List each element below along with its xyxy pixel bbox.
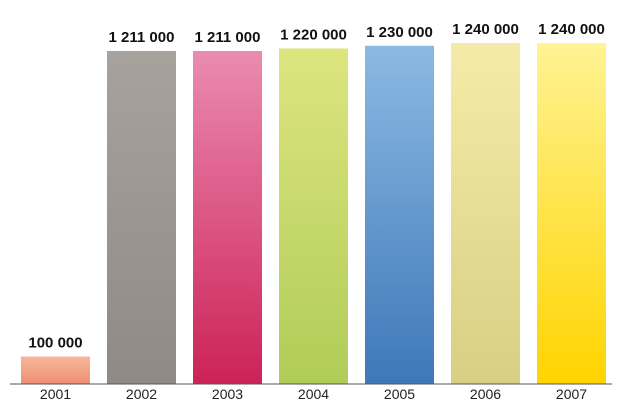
bar-2003 — [193, 50, 262, 384]
x-tick-label-2004: 2004 — [298, 386, 329, 402]
value-label-2002: 1 211 000 — [109, 29, 175, 46]
bar-2004 — [279, 48, 348, 384]
bar-2007 — [537, 43, 606, 384]
x-tick-label-2005: 2005 — [384, 386, 415, 402]
x-tick-label-2002: 2002 — [126, 386, 157, 402]
value-label-2005: 1 230 000 — [366, 24, 433, 41]
value-label-2001: 100 000 — [28, 335, 82, 352]
x-tick-label-2007: 2007 — [556, 386, 587, 402]
bar-2002 — [107, 50, 176, 384]
bar-2006 — [451, 43, 520, 384]
x-tick-label-2001: 2001 — [40, 386, 71, 402]
x-tick-label-2003: 2003 — [212, 386, 243, 402]
x-tick-label-2006: 2006 — [470, 386, 501, 402]
value-label-2006: 1 240 000 — [452, 21, 519, 38]
value-label-2003: 1 211 000 — [195, 29, 261, 46]
value-label-2004: 1 220 000 — [280, 27, 347, 44]
bars-group — [21, 43, 606, 384]
labels-group: 100 000 2001 1 211 000 2002 1 211 000 2003 1 2… — [28, 21, 604, 402]
bar-2001 — [21, 356, 90, 384]
value-label-2007: 1 240 000 — [538, 21, 605, 38]
bar-2005 — [365, 45, 434, 384]
